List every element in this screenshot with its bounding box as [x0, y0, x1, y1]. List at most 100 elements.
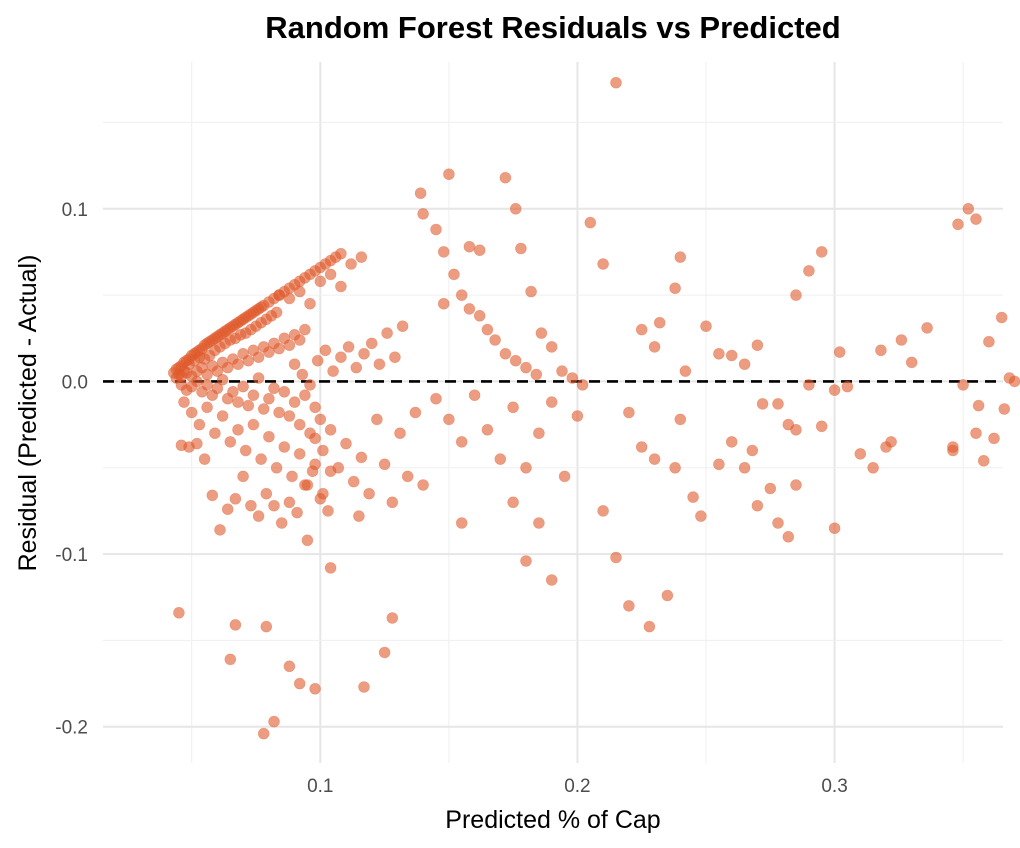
data-point: [443, 413, 455, 426]
data-point: [283, 496, 296, 509]
data-point: [268, 499, 280, 512]
data-point: [455, 436, 468, 448]
data-point: [270, 306, 283, 319]
data-point: [373, 358, 386, 371]
data-point: [224, 653, 237, 666]
data-point: [1008, 375, 1020, 388]
data-point: [597, 258, 609, 270]
data-point: [365, 337, 378, 350]
y-tick-label: 0.0: [62, 372, 88, 393]
data-point: [558, 470, 571, 483]
y-tick-label: -0.2: [55, 718, 88, 739]
data-point: [278, 441, 291, 453]
data-point: [355, 251, 368, 263]
data-point: [227, 385, 239, 398]
data-point: [198, 453, 211, 465]
data-point: [520, 461, 532, 474]
data-point: [417, 479, 429, 491]
data-point: [283, 410, 296, 422]
data-point: [430, 392, 442, 405]
data-point: [309, 401, 321, 414]
data-point: [885, 436, 897, 448]
data-point: [257, 727, 270, 740]
data-point: [386, 612, 399, 624]
data-point: [499, 171, 512, 184]
data-point: [214, 524, 226, 536]
data-point: [525, 285, 537, 298]
data-point: [713, 347, 725, 360]
data-point: [394, 427, 406, 440]
x-axis-ticks: 0.1 0.2 0.3: [307, 776, 848, 797]
data-point: [314, 492, 327, 505]
data-point: [314, 413, 327, 426]
data-point: [247, 418, 260, 431]
data-point: [437, 246, 450, 258]
data-point: [255, 453, 267, 465]
data-point: [268, 382, 280, 395]
data-point: [494, 453, 507, 465]
data-point: [772, 517, 784, 529]
data-point: [263, 346, 275, 358]
data-point: [738, 358, 751, 371]
data-point: [353, 510, 365, 522]
data-point: [905, 356, 918, 369]
data-point: [952, 218, 964, 231]
data-point: [327, 365, 339, 377]
data-point: [530, 368, 543, 381]
data-point: [988, 432, 1000, 445]
data-point: [674, 251, 687, 263]
data-point: [571, 410, 584, 422]
data-point: [430, 223, 442, 236]
data-point: [401, 470, 414, 483]
data-point: [635, 323, 648, 336]
data-point: [293, 448, 306, 460]
data-point: [332, 461, 345, 474]
data-point: [239, 444, 252, 457]
data-point: [242, 354, 255, 367]
data-point: [489, 334, 501, 346]
data-point: [455, 517, 468, 529]
y-axis-label: Residual (Predicted - Actual): [14, 255, 42, 572]
data-point: [252, 372, 265, 384]
data-point: [260, 620, 273, 633]
data-point: [311, 354, 324, 367]
data-point: [597, 505, 609, 517]
data-point: [229, 492, 242, 505]
data-point: [772, 398, 784, 410]
data-point: [185, 406, 198, 419]
data-point: [273, 406, 285, 419]
x-tick-label: 0.3: [821, 776, 847, 797]
data-point: [854, 448, 867, 460]
data-point: [610, 551, 622, 564]
data-point: [283, 339, 296, 352]
grid: [103, 62, 1003, 763]
x-axis-label: Predicted % of Cap: [445, 806, 660, 834]
data-point: [803, 265, 815, 277]
data-point: [378, 458, 391, 471]
data-point: [695, 510, 707, 522]
data-point: [237, 470, 249, 483]
data-point: [358, 347, 370, 360]
data-point: [319, 344, 332, 357]
data-point: [309, 432, 321, 445]
data-point: [263, 430, 275, 443]
data-point: [232, 358, 244, 371]
data-point: [381, 327, 393, 339]
data-point: [237, 380, 249, 393]
data-point: [301, 534, 314, 547]
data-point: [335, 280, 347, 293]
data-point: [178, 396, 190, 408]
data-point: [584, 216, 597, 229]
data-point: [867, 461, 879, 474]
data-point: [252, 510, 265, 522]
data-point: [270, 461, 283, 474]
data-point: [317, 444, 329, 457]
data-point: [221, 503, 234, 516]
data-point: [648, 453, 661, 465]
data-point: [499, 347, 512, 360]
data-point: [463, 240, 476, 253]
data-point: [247, 389, 260, 402]
data-point: [358, 681, 370, 693]
data-point: [363, 487, 375, 500]
